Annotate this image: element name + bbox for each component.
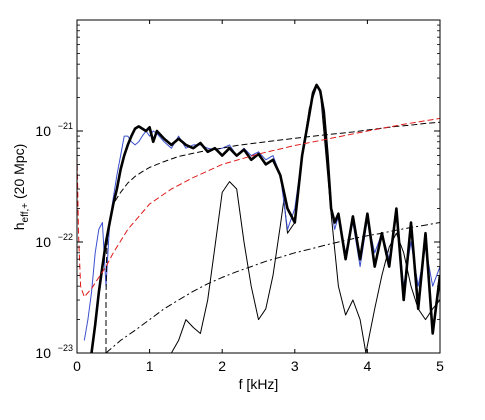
x-tick-label: 4 (364, 358, 372, 374)
plot-frame (76, 19, 441, 354)
y-tick-label: 10 (35, 123, 51, 139)
y-tick-label-exponent: −23 (58, 343, 73, 353)
y-tick-label-mantissa: 10 (35, 234, 51, 250)
x-tick-label: 1 (146, 358, 154, 374)
x-tick-label: 5 (436, 358, 444, 374)
y-tick-label-mantissa: 10 (35, 123, 51, 139)
x-tick-label: 2 (218, 358, 226, 374)
y-tick-label: 10 (35, 234, 51, 250)
x-tick-label: 3 (291, 358, 299, 374)
y-tick-label-mantissa: 10 (35, 345, 51, 361)
x-axis-title: f [kHz] (239, 376, 279, 392)
y-axis-title: heff,+ (20 Mpc) (11, 144, 31, 230)
y-axis-title-base: h (11, 222, 27, 230)
y-tick-label-exponent: −21 (58, 121, 73, 131)
series-line-6 (105, 222, 440, 353)
tick-layer: 0 1 2 3 4 5 10 −23 10 −22 10 −21 (35, 20, 444, 374)
y-tick-label: 10 (35, 345, 51, 361)
series-line-5 (77, 117, 440, 298)
series-line-4 (105, 121, 440, 353)
series-line-3 (90, 83, 440, 353)
y-tick-label-exponent: −22 (58, 232, 73, 242)
x-tick-label: 0 (73, 358, 81, 374)
y-axis-title-suffix: (20 Mpc) (11, 144, 27, 203)
series-layer (77, 83, 440, 353)
y-axis-title-subscript: eff,+ (20, 203, 31, 223)
